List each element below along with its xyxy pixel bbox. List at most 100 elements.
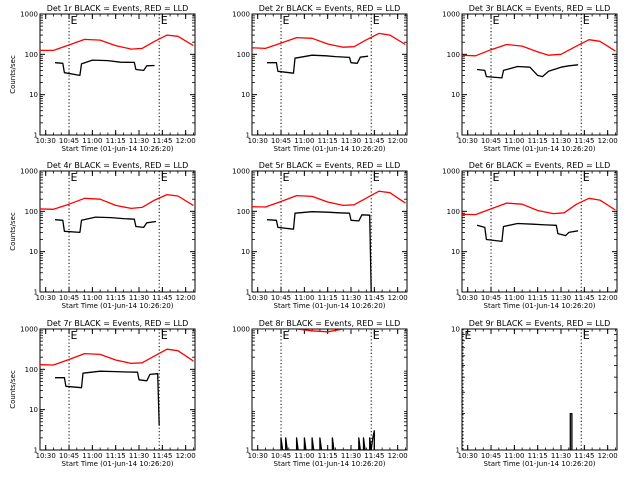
x-tick-label: 10:45 xyxy=(271,452,291,460)
x-tick-label: 11:30 xyxy=(129,294,149,302)
x-tick-label: 10:30 xyxy=(248,452,268,460)
x-tick-label: 10:30 xyxy=(458,452,478,460)
x-tick-label: 10:30 xyxy=(458,294,478,302)
x-tick-label: 11:00 xyxy=(504,294,524,302)
panel-det-5: Det 5r BLACK = Events, RED = LLD 1 10 100 10… xyxy=(232,161,408,310)
y-tick-label: 1000 xyxy=(442,11,460,19)
lld-rate-line xyxy=(40,34,194,52)
y-tick-label: 100 xyxy=(25,366,38,374)
event-marker-label: E xyxy=(373,329,380,342)
y-tick-label: 10 xyxy=(451,248,460,256)
y-tick-label: 100 xyxy=(237,51,250,59)
y-tick-label: 10 xyxy=(451,91,460,99)
y-tick-label: 100 xyxy=(447,51,460,59)
lld-rate-line xyxy=(252,190,406,208)
series-group xyxy=(40,34,194,77)
y-tick-label: 1 xyxy=(246,447,250,455)
panel-title: Det 6r BLACK = Events, RED = LLD xyxy=(469,161,611,170)
x-tick-label: 11:15 xyxy=(106,294,126,302)
event-rate-line xyxy=(54,216,157,234)
panel-det-7: Det 7r BLACK = Events, RED = LLD 1 10 100 10… xyxy=(9,319,196,468)
event-marker-label: E xyxy=(161,14,168,27)
x-tick-label: 10:45 xyxy=(271,137,291,145)
y-tick-label: 1 xyxy=(456,132,460,140)
x-tick-label: 11:30 xyxy=(341,137,361,145)
x-tick-label: 11:00 xyxy=(504,137,524,145)
event-rate-line xyxy=(267,54,369,74)
y-tick-label: 1000 xyxy=(232,326,250,334)
lld-rate-line xyxy=(462,39,616,57)
event-marker-label: E xyxy=(283,171,290,184)
x-tick-label: 11:15 xyxy=(106,452,126,460)
x-tick-label: 11:30 xyxy=(129,137,149,145)
x-tick-label: 12:00 xyxy=(388,137,408,145)
event-rate-line xyxy=(54,59,155,77)
x-tick-label: 11:00 xyxy=(294,452,314,460)
event-marker-label: E xyxy=(373,171,380,184)
event-marker-label: E xyxy=(283,329,290,342)
x-tick-label: 11:45 xyxy=(152,452,172,460)
x-tick-label: 12:00 xyxy=(176,452,196,460)
y-tick-label: 1 xyxy=(34,447,38,455)
plot-frame xyxy=(251,328,408,451)
plot-frame xyxy=(461,328,618,451)
x-tick-label: 10:30 xyxy=(248,294,268,302)
event-rate-line xyxy=(266,211,372,292)
x-tick-label: 11:00 xyxy=(294,137,314,145)
panel-title: Det 5r BLACK = Events, RED = LLD xyxy=(259,161,401,170)
x-tick-label: 10:45 xyxy=(481,137,501,145)
y-tick-label: 1 xyxy=(34,289,38,297)
x-axis-label: Start Time (01-Jun-14 10:26:20) xyxy=(274,145,386,153)
y-axis-label: Counts/sec xyxy=(9,212,17,251)
x-tick-label: 10:45 xyxy=(481,452,501,460)
y-tick-label: 1 xyxy=(456,289,460,297)
event-marker-label: E xyxy=(373,14,380,27)
plot-frame xyxy=(39,328,196,451)
x-tick-label: 10:30 xyxy=(248,137,268,145)
y-tick-label: 10 xyxy=(241,91,250,99)
panel-det-6: Det 6r BLACK = Events, RED = LLD 1 10 100 10… xyxy=(442,161,618,310)
y-tick-label: 10 xyxy=(29,406,38,414)
x-axis-label: Start Time (01-Jun-14 10:26:20) xyxy=(62,460,174,468)
x-tick-label: 10:30 xyxy=(36,294,56,302)
panel-det-3: Det 3r BLACK = Events, RED = LLD 1 10 100 10… xyxy=(442,4,618,153)
x-tick-label: 11:00 xyxy=(504,452,524,460)
y-tick-label: 1000 xyxy=(20,326,38,334)
plot-frame xyxy=(461,13,618,136)
x-axis-label: Start Time (01-Jun-14 10:26:20) xyxy=(484,145,596,153)
x-tick-label: 10:30 xyxy=(458,137,478,145)
x-tick-label: 11:00 xyxy=(82,294,102,302)
y-tick-label: 1000 xyxy=(232,11,250,19)
event-marker-label: E xyxy=(71,14,78,27)
y-tick-label: 10 xyxy=(29,248,38,256)
y-tick-label: 100 xyxy=(25,51,38,59)
event-rate-line xyxy=(476,222,579,243)
series-group xyxy=(252,32,406,74)
x-tick-label: 11:45 xyxy=(574,294,594,302)
lld-rate-line xyxy=(40,348,194,366)
series-group xyxy=(569,412,573,450)
y-tick-label: 100 xyxy=(237,208,250,216)
x-tick-label: 11:30 xyxy=(551,294,571,302)
panel-title: Det 7r BLACK = Events, RED = LLD xyxy=(47,319,189,328)
event-marker-label: E xyxy=(283,14,290,27)
y-tick-label: 1000 xyxy=(442,168,460,176)
panel-title: Det 1r BLACK = Events, RED = LLD xyxy=(47,4,189,13)
x-tick-label: 12:00 xyxy=(598,294,618,302)
series-group xyxy=(462,39,616,79)
plot-frame xyxy=(39,170,196,293)
y-tick-label: 1 xyxy=(246,132,250,140)
x-tick-label: 11:30 xyxy=(129,452,149,460)
x-tick-label: 10:45 xyxy=(59,137,79,145)
series-group xyxy=(40,193,194,234)
event-rate-line xyxy=(55,370,160,426)
lld-rate-line xyxy=(40,193,194,210)
x-tick-label: 11:30 xyxy=(341,452,361,460)
y-tick-label: 100 xyxy=(25,208,38,216)
x-tick-label: 10:45 xyxy=(271,294,291,302)
x-tick-label: 12:00 xyxy=(176,137,196,145)
event-marker-label: E xyxy=(583,14,590,27)
event-rate-line xyxy=(476,64,579,79)
series-group xyxy=(40,348,194,426)
